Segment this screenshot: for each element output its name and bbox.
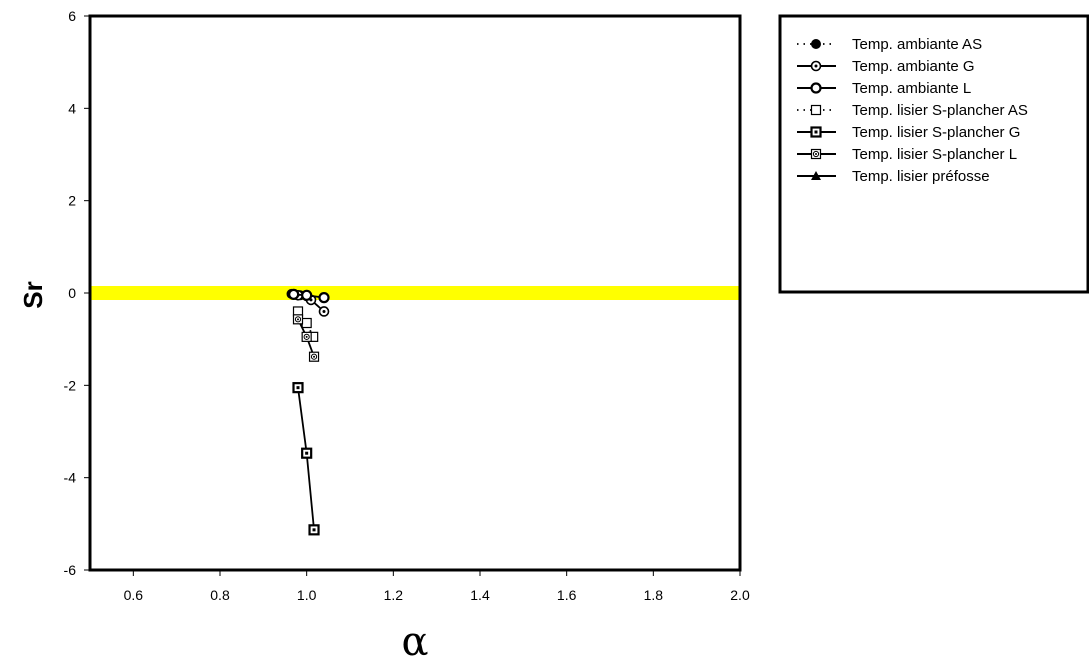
marker-dot [322, 309, 326, 313]
data-point [301, 447, 313, 459]
x-axis-label: α [401, 619, 428, 665]
marker-shape [810, 82, 822, 94]
data-point [288, 288, 300, 300]
marker-shape [811, 171, 821, 180]
legend-marker [810, 126, 822, 138]
marker-dot [313, 355, 316, 358]
data-point [301, 289, 313, 301]
legend-marker [810, 104, 822, 116]
legend-label: Temp. lisier préfosse [852, 168, 990, 185]
y-tick-label: -4 [64, 470, 77, 486]
legend-item: Temp. ambiante AS [797, 36, 982, 53]
x-tick-label: 1.8 [644, 587, 664, 603]
legend-label: Temp. lisier S-plancher L [852, 146, 1017, 163]
legend-item: Temp. ambiante L [797, 80, 971, 97]
legend-item: Temp. lisier S-plancher AS [797, 102, 1028, 119]
data-point [318, 306, 330, 317]
marker-dot [297, 318, 299, 321]
series-4 [292, 306, 319, 342]
marker-shape [288, 288, 300, 300]
legend-label: Temp. ambiante AS [852, 36, 982, 53]
marker-dot [814, 130, 818, 134]
marker-dot [312, 528, 316, 532]
marker-shape [811, 39, 821, 49]
legend-label: Temp. lisier S-plancher G [852, 124, 1020, 141]
marker-shape [810, 104, 822, 116]
series-3 [288, 288, 330, 304]
y-tick-label: 4 [68, 100, 76, 116]
series-layer [286, 288, 330, 536]
series-6 [292, 314, 320, 362]
series-5 [292, 382, 320, 536]
y-tick-label: -6 [64, 562, 77, 578]
x-tick-label: 0.6 [124, 587, 144, 603]
legend-label: Temp. ambiante L [852, 80, 971, 97]
data-point [308, 524, 320, 536]
x-tick-label: 1.2 [384, 587, 404, 603]
legend-item: Temp. lisier S-plancher G [797, 124, 1020, 141]
zero-band-rect [90, 286, 740, 300]
data-point [301, 331, 312, 342]
legend-marker [810, 148, 822, 160]
y-axis-label: Sr [18, 281, 48, 308]
data-point [318, 292, 330, 304]
marker-dot [305, 335, 308, 338]
axes: 0.6 0.8 1.0 1.2 1.4 1.6 1.8 2.0 -6 -4 -2 0 2 4 6 [64, 8, 750, 603]
y-tick-label: 6 [68, 8, 76, 24]
x-tick-label: 1.4 [470, 587, 490, 603]
legend-marker [811, 171, 821, 180]
marker-dot [814, 64, 818, 68]
x-tick-label: 1.0 [297, 587, 317, 603]
legend-item: Temp. ambiante G [797, 58, 975, 75]
y-tick-label: 2 [68, 193, 76, 209]
x-tick-label: 2.0 [730, 587, 750, 603]
legend-item: Temp. lisier préfosse [797, 168, 990, 185]
marker-dot [296, 386, 300, 390]
y-tick-label: 0 [68, 285, 76, 301]
marker-shape [301, 317, 312, 329]
marker-dot [815, 153, 817, 155]
zero-reference-band [90, 286, 740, 300]
data-point [292, 382, 304, 394]
marker-shape [318, 292, 330, 304]
legend: Temp. ambiante AS Temp. ambiante G Temp. a… [778, 14, 1089, 294]
legend-marker [810, 82, 822, 94]
legend-label: Temp. lisier S-plancher AS [852, 102, 1028, 119]
x-tick-label: 1.6 [557, 587, 577, 603]
legend-item: Temp. lisier S-plancher L [797, 146, 1017, 163]
y-tick-label: -2 [64, 377, 77, 393]
data-point [308, 351, 320, 362]
data-point [292, 314, 304, 325]
data-point [301, 317, 312, 329]
legend-marker [810, 60, 822, 72]
marker-shape [301, 289, 313, 301]
x-tick-label: 0.8 [210, 587, 230, 603]
legend-marker [811, 39, 821, 49]
legend-label: Temp. ambiante G [852, 58, 975, 75]
marker-dot [305, 451, 309, 455]
